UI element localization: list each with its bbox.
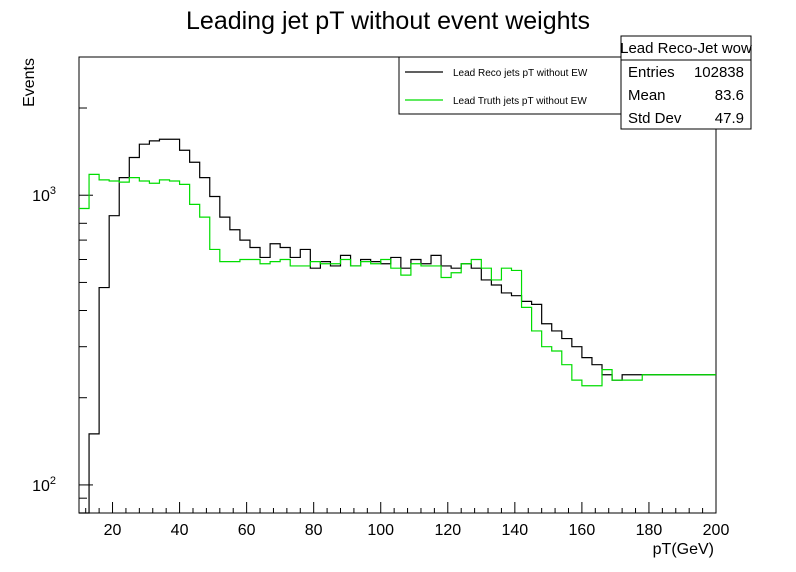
legend-box [398,56,624,115]
plot-frame [78,56,717,514]
x-tick-label: 200 [703,522,730,539]
legend-label-truth: Lead Truth jets pT without EW [453,96,587,107]
x-tick-label: 60 [238,522,256,539]
y-tick-label: 103 [32,185,56,205]
stats-box: Lead Reco-Jet wow Entries 102838 Mean 83… [620,35,752,130]
chart-title: Leading jet pT without event weights [186,7,590,35]
stats-stddev-label: Std Dev [628,110,682,127]
stats-entries-value: 102838 [694,64,744,81]
stats-entries-label: Entries [628,64,675,81]
x-axis-ticks: 20 40 60 80 100 120 140 160 180 200 [85,502,730,539]
stats-mean-label: Mean [628,87,666,104]
x-tick-label: 180 [636,522,663,539]
y-tick-label: 102 [32,475,56,495]
x-axis-title: pT(GeV) [653,541,714,558]
x-tick-label: 80 [305,522,323,539]
series-group [79,138,716,514]
y-axis-ticks: 102 103 [32,56,93,514]
stats-stddev-value: 47.9 [715,110,744,127]
x-tick-label: 20 [104,522,122,539]
x-tick-label: 160 [569,522,596,539]
y-axis-title: Events [21,58,38,107]
series-truth-line [79,173,716,387]
stats-mean-value: 83.6 [715,87,744,104]
stats-frame [620,35,752,130]
x-tick-label: 120 [434,522,461,539]
legend-label-reco: Lead Reco jets pT without EW [453,68,588,79]
legend: Lead Reco jets pT without EW Lead Truth … [398,56,624,115]
stats-title: Lead Reco-Jet wow [620,40,752,57]
x-tick-label: 40 [171,522,189,539]
x-tick-label: 100 [367,522,394,539]
x-tick-label: 140 [501,522,528,539]
